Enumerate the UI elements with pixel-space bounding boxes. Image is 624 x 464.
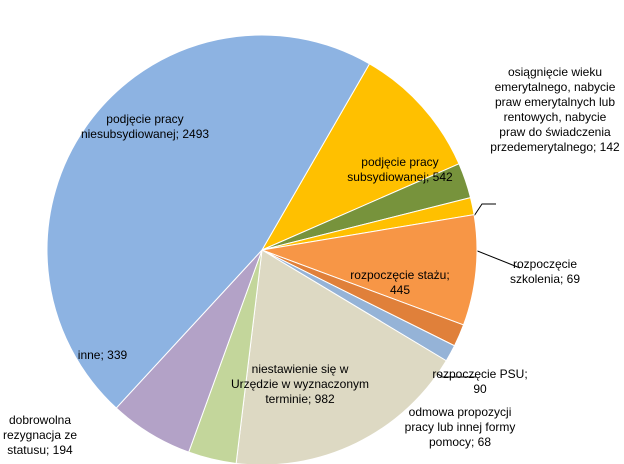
pie-slice	[235, 249, 447, 464]
data-label: podjęcie pracy niesubsydiowanej; 2493	[80, 112, 210, 141]
data-label: odmowa propozycji pracy lub innej formy …	[404, 405, 516, 449]
data-label: osiągnięcie wieku emerytalnego, nabycie …	[490, 65, 620, 154]
data-label: dobrowolna rezygnacja ze statusu; 194	[2, 413, 78, 457]
pie-slice	[260, 214, 478, 326]
leader-line	[473, 203, 496, 217]
pie-slice	[260, 63, 460, 252]
data-label: rozpoczęcie PSU; 90	[432, 367, 528, 396]
data-label: podjęcie pracy subsydiowanej; 542	[347, 155, 453, 184]
data-label: niestawienie się w Urzędzie w wyznaczony…	[230, 362, 370, 406]
data-label: rozpoczęcie szkolenia; 69	[509, 257, 581, 286]
leader-line	[469, 247, 521, 269]
data-label: inne; 339	[77, 348, 128, 362]
pie-slice	[46, 34, 371, 409]
data-label: rozpoczęcie stażu; 445	[350, 268, 450, 297]
